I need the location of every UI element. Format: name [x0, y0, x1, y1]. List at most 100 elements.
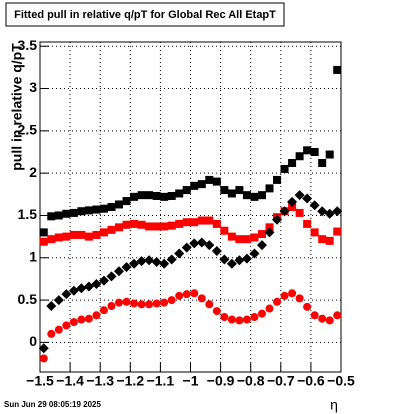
- x-tick-label: −0.9: [207, 373, 235, 389]
- point: [114, 266, 125, 277]
- point: [205, 300, 214, 309]
- point: [39, 237, 48, 246]
- y-tick-label: 1: [29, 248, 37, 264]
- point: [265, 184, 274, 193]
- y-tick-label: 0.5: [18, 291, 38, 307]
- point: [39, 228, 48, 237]
- point: [250, 313, 259, 321]
- point: [249, 248, 260, 259]
- point: [219, 254, 230, 265]
- point: [122, 197, 131, 206]
- point: [310, 228, 319, 237]
- point: [69, 230, 78, 239]
- point: [69, 208, 78, 217]
- point: [99, 204, 108, 213]
- x-tick-label: −0.8: [237, 373, 265, 389]
- point: [227, 232, 236, 241]
- point: [333, 227, 342, 236]
- x-tick-label: −0.5: [327, 373, 355, 389]
- point: [122, 220, 131, 229]
- point: [54, 211, 63, 220]
- point: [318, 235, 327, 244]
- point: [182, 218, 191, 227]
- point: [190, 218, 199, 227]
- point: [144, 255, 155, 266]
- point: [99, 306, 108, 315]
- point: [152, 192, 161, 200]
- point: [62, 321, 71, 330]
- point: [92, 230, 101, 239]
- point: [167, 221, 176, 230]
- point: [77, 230, 86, 239]
- point: [167, 192, 176, 200]
- point: [137, 191, 146, 200]
- point: [325, 150, 334, 159]
- point: [61, 289, 72, 300]
- x-axis-label: η: [330, 397, 338, 413]
- point: [235, 186, 244, 195]
- point: [256, 240, 267, 251]
- point: [175, 291, 184, 300]
- point: [91, 279, 102, 289]
- point: [190, 289, 199, 298]
- point: [159, 258, 170, 269]
- point: [77, 315, 86, 324]
- point: [115, 223, 124, 232]
- point: [302, 193, 313, 204]
- point: [309, 200, 320, 211]
- point: [54, 325, 63, 334]
- point: [47, 235, 56, 244]
- point: [152, 222, 161, 231]
- y-tick-label: 1.5: [18, 206, 38, 222]
- point: [242, 315, 251, 324]
- point: [107, 225, 116, 234]
- point: [303, 146, 312, 155]
- point: [53, 295, 64, 306]
- point: [145, 300, 154, 309]
- point: [241, 253, 252, 264]
- point: [265, 223, 274, 232]
- point: [234, 255, 245, 266]
- point: [107, 203, 116, 211]
- plot-frame: [39, 41, 342, 373]
- point: [227, 189, 236, 198]
- point: [130, 192, 139, 201]
- point: [325, 236, 334, 245]
- x-tick-label: −1.1: [147, 373, 175, 389]
- point: [175, 219, 184, 228]
- point: [295, 294, 304, 303]
- point: [325, 316, 334, 325]
- point: [130, 219, 139, 228]
- point: [310, 311, 319, 320]
- point: [84, 314, 93, 323]
- point: [288, 203, 297, 211]
- point: [303, 302, 312, 311]
- x-tick-label: −0.7: [267, 373, 295, 389]
- point: [197, 294, 206, 303]
- point: [136, 256, 147, 267]
- point: [54, 233, 63, 242]
- point: [226, 258, 237, 269]
- y-tick-label: 3: [29, 79, 37, 95]
- point: [122, 297, 131, 306]
- point: [317, 206, 328, 217]
- point: [46, 301, 57, 311]
- point: [273, 297, 282, 306]
- point: [107, 302, 116, 310]
- point: [181, 242, 192, 253]
- point: [212, 307, 221, 316]
- point: [160, 192, 169, 201]
- x-tick-label: −1.3: [86, 373, 114, 389]
- point: [92, 205, 101, 214]
- point: [182, 290, 191, 299]
- point: [288, 159, 297, 167]
- point: [62, 209, 71, 218]
- point: [160, 222, 169, 231]
- point: [76, 283, 87, 294]
- point: [257, 309, 266, 318]
- point: [204, 240, 215, 251]
- point: [175, 189, 184, 198]
- point: [197, 216, 206, 225]
- point: [242, 191, 251, 200]
- point: [196, 237, 207, 248]
